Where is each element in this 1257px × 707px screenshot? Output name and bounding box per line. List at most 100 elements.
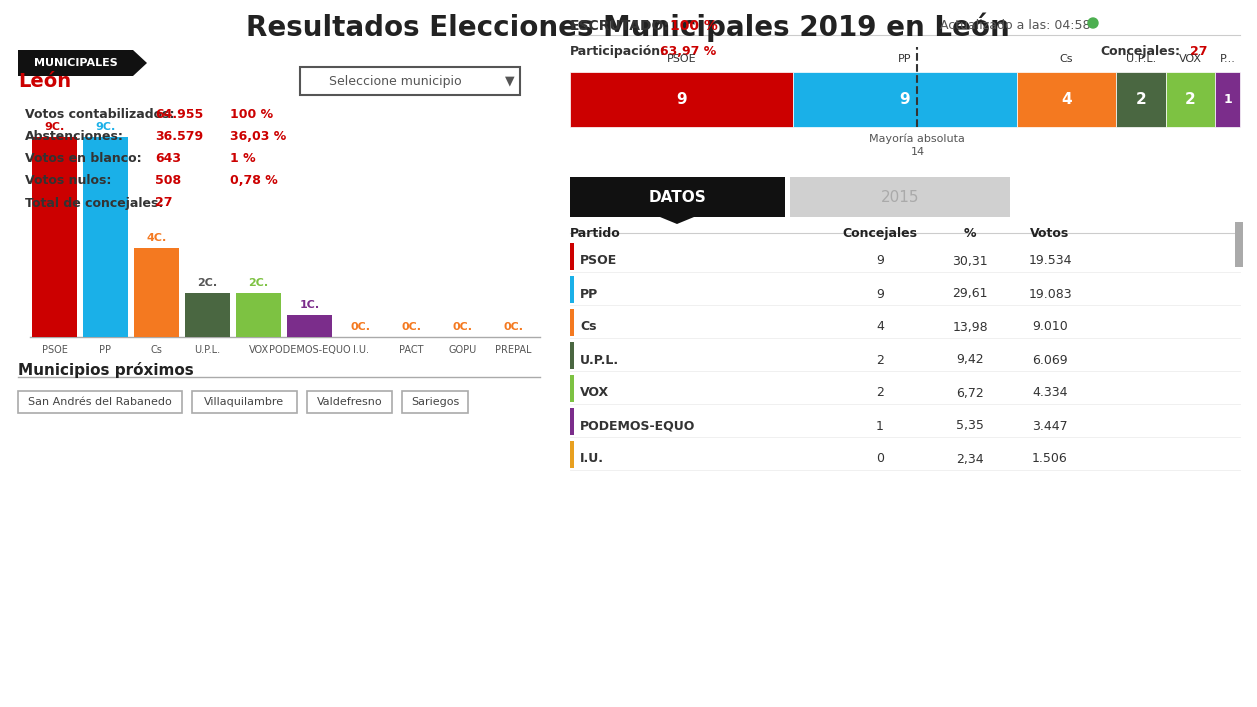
- Text: VOX: VOX: [579, 387, 610, 399]
- Text: VOX: VOX: [1179, 54, 1202, 64]
- Text: DATOS: DATOS: [649, 189, 706, 204]
- Text: 4: 4: [1061, 92, 1072, 107]
- Polygon shape: [133, 50, 147, 76]
- Text: GOPU: GOPU: [449, 345, 476, 355]
- Text: 0C.: 0C.: [351, 322, 371, 332]
- Text: 4: 4: [876, 320, 884, 334]
- Bar: [134, 248, 178, 337]
- FancyBboxPatch shape: [18, 391, 181, 413]
- Text: 19.534: 19.534: [1028, 255, 1072, 267]
- Bar: [1234, 222, 1243, 267]
- Text: 2: 2: [1185, 92, 1195, 107]
- Text: Abstenciones:: Abstenciones:: [25, 131, 124, 144]
- Text: PODEMOS-EQUO: PODEMOS-EQUO: [269, 345, 351, 355]
- Text: 2015: 2015: [881, 189, 919, 204]
- Text: 27: 27: [155, 197, 172, 209]
- Text: 0C.: 0C.: [504, 322, 523, 332]
- Text: 4C.: 4C.: [146, 233, 167, 243]
- Text: PACT: PACT: [400, 345, 424, 355]
- Text: 1 %: 1 %: [230, 153, 255, 165]
- Bar: [569, 309, 574, 336]
- FancyBboxPatch shape: [18, 50, 133, 76]
- Text: 30,31: 30,31: [953, 255, 988, 267]
- Bar: [569, 243, 574, 270]
- Text: U.P.L.: U.P.L.: [195, 345, 220, 355]
- Bar: [569, 177, 786, 217]
- Text: 1.506: 1.506: [1032, 452, 1068, 465]
- Text: Participación:: Participación:: [569, 45, 666, 58]
- Text: P...: P...: [1219, 54, 1236, 64]
- Text: Votos nulos:: Votos nulos:: [25, 175, 112, 187]
- FancyBboxPatch shape: [402, 391, 468, 413]
- Text: PSOE: PSOE: [41, 345, 68, 355]
- Text: Mayoría absoluta: Mayoría absoluta: [870, 133, 965, 144]
- Text: 1: 1: [876, 419, 884, 433]
- Text: 9C.: 9C.: [44, 122, 64, 132]
- Text: 0C.: 0C.: [453, 322, 473, 332]
- FancyBboxPatch shape: [307, 391, 392, 413]
- Text: 2C.: 2C.: [197, 278, 217, 288]
- Text: 36.579: 36.579: [155, 131, 204, 144]
- Text: Municipios próximos: Municipios próximos: [18, 362, 194, 378]
- Text: 13,98: 13,98: [953, 320, 988, 334]
- Text: 64.955: 64.955: [155, 108, 204, 122]
- Text: Concejales:: Concejales:: [1100, 45, 1180, 58]
- Text: Votos contabilizados:: Votos contabilizados:: [25, 108, 175, 122]
- Text: PODEMOS-EQUO: PODEMOS-EQUO: [579, 419, 695, 433]
- Bar: [569, 408, 574, 435]
- Text: 3.447: 3.447: [1032, 419, 1067, 433]
- Text: Resultados Elecciones Municipales 2019 en León: Resultados Elecciones Municipales 2019 e…: [246, 12, 1009, 42]
- Text: 1C.: 1C.: [299, 300, 319, 310]
- Text: I.U.: I.U.: [352, 345, 368, 355]
- Text: Cs: Cs: [151, 345, 162, 355]
- Text: Seleccione municipio: Seleccione municipio: [328, 74, 461, 88]
- Text: 0C.: 0C.: [401, 322, 421, 332]
- Bar: [1216, 72, 1239, 127]
- Text: 1: 1: [1223, 93, 1232, 106]
- Text: Cs: Cs: [579, 320, 597, 334]
- Text: 9.010: 9.010: [1032, 320, 1068, 334]
- Text: U.P.L.: U.P.L.: [1125, 54, 1156, 64]
- Text: PSOE: PSOE: [579, 255, 617, 267]
- Text: 100 %: 100 %: [230, 108, 273, 122]
- Text: San Andrés del Rabanedo: San Andrés del Rabanedo: [28, 397, 172, 407]
- Text: 9: 9: [876, 255, 884, 267]
- Bar: [31, 137, 77, 337]
- Bar: [1165, 72, 1216, 127]
- Text: 5,35: 5,35: [957, 419, 984, 433]
- Text: 36,03 %: 36,03 %: [230, 131, 287, 144]
- Text: Villaquilambre: Villaquilambre: [204, 397, 284, 407]
- Text: Sariegos: Sariegos: [411, 397, 459, 407]
- Text: Partido: Partido: [569, 227, 621, 240]
- Text: 643: 643: [155, 153, 181, 165]
- Text: 9,42: 9,42: [957, 354, 984, 366]
- Text: 6.069: 6.069: [1032, 354, 1067, 366]
- Text: 29,61: 29,61: [953, 288, 988, 300]
- Polygon shape: [660, 217, 694, 224]
- Bar: [793, 72, 1017, 127]
- Text: Valdefresno: Valdefresno: [317, 397, 382, 407]
- Text: PP: PP: [899, 54, 911, 64]
- Text: 4.334: 4.334: [1032, 387, 1067, 399]
- Text: 6,72: 6,72: [957, 387, 984, 399]
- Text: I.U.: I.U.: [579, 452, 605, 465]
- FancyBboxPatch shape: [191, 391, 297, 413]
- Text: 0,78 %: 0,78 %: [230, 175, 278, 187]
- Text: VOX: VOX: [249, 345, 269, 355]
- Text: PP: PP: [99, 345, 112, 355]
- Text: ▼: ▼: [505, 74, 515, 88]
- Text: %: %: [964, 227, 977, 240]
- Text: 14: 14: [910, 147, 924, 157]
- Text: 2: 2: [876, 387, 884, 399]
- Text: 27: 27: [1190, 45, 1208, 58]
- Bar: [569, 441, 574, 468]
- Text: 63,97 %: 63,97 %: [660, 45, 716, 58]
- Text: PSOE: PSOE: [667, 54, 696, 64]
- Text: MUNICIPALES: MUNICIPALES: [34, 58, 117, 68]
- Text: Cs: Cs: [1060, 54, 1073, 64]
- Text: PP: PP: [579, 288, 598, 300]
- Text: Concejales: Concejales: [842, 227, 918, 240]
- Text: 9: 9: [900, 92, 910, 107]
- FancyBboxPatch shape: [300, 67, 520, 95]
- Bar: [789, 177, 1011, 217]
